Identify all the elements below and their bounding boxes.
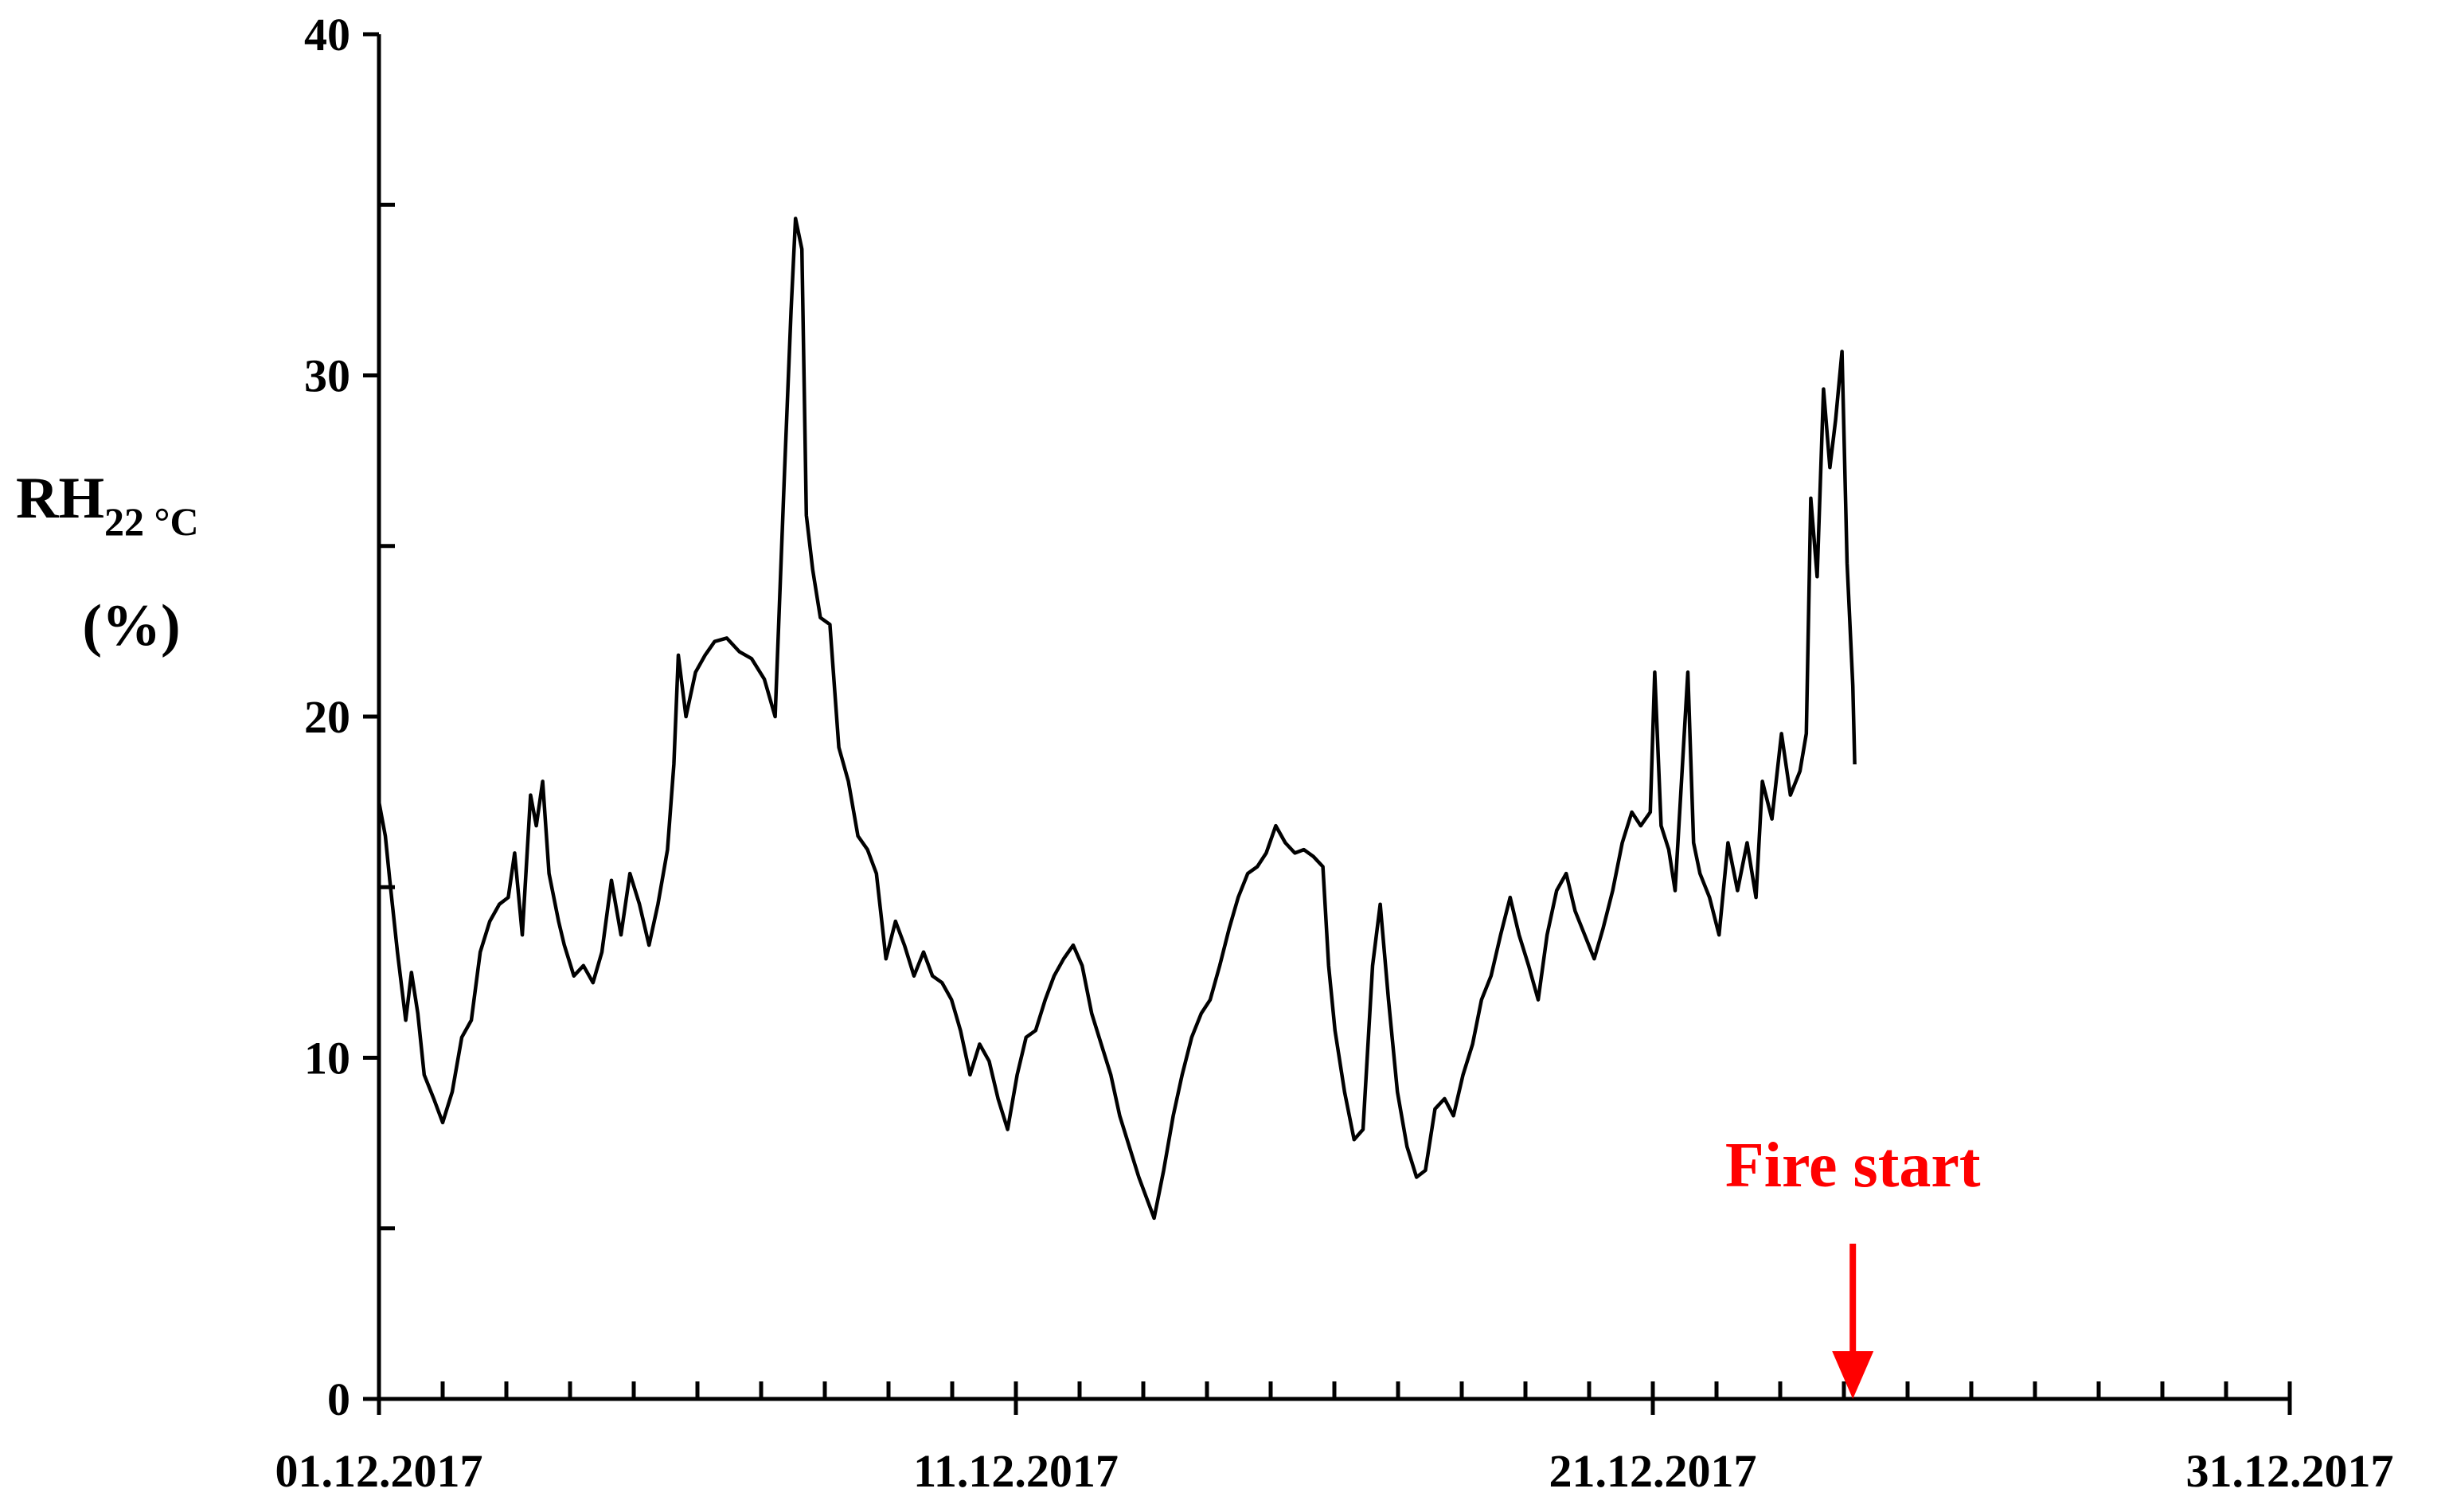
y-axis-label: RH22 °C xyxy=(16,466,199,544)
annotation-arrowhead xyxy=(1832,1351,1874,1399)
x-tick-label: 31.12.2017 xyxy=(2186,1445,2394,1497)
x-tick-label: 01.12.2017 xyxy=(275,1445,483,1497)
y-tick-label: 10 xyxy=(304,1033,350,1084)
annotation-text: Fire start xyxy=(1725,1131,1981,1201)
y-axis-label-unit: (%) xyxy=(82,593,180,658)
y-tick-label: 40 xyxy=(304,9,350,61)
x-tick-label: 21.12.2017 xyxy=(1549,1445,1757,1497)
data-line xyxy=(377,217,1857,1221)
y-label-main: RH xyxy=(16,466,104,531)
x-tick-label: 11.12.2017 xyxy=(913,1445,1119,1497)
y-tick-label: 0 xyxy=(327,1373,350,1425)
y-tick-label: 30 xyxy=(304,350,350,402)
y-tick-label: 20 xyxy=(304,691,350,743)
y-label-sub: 22 °C xyxy=(104,499,199,544)
